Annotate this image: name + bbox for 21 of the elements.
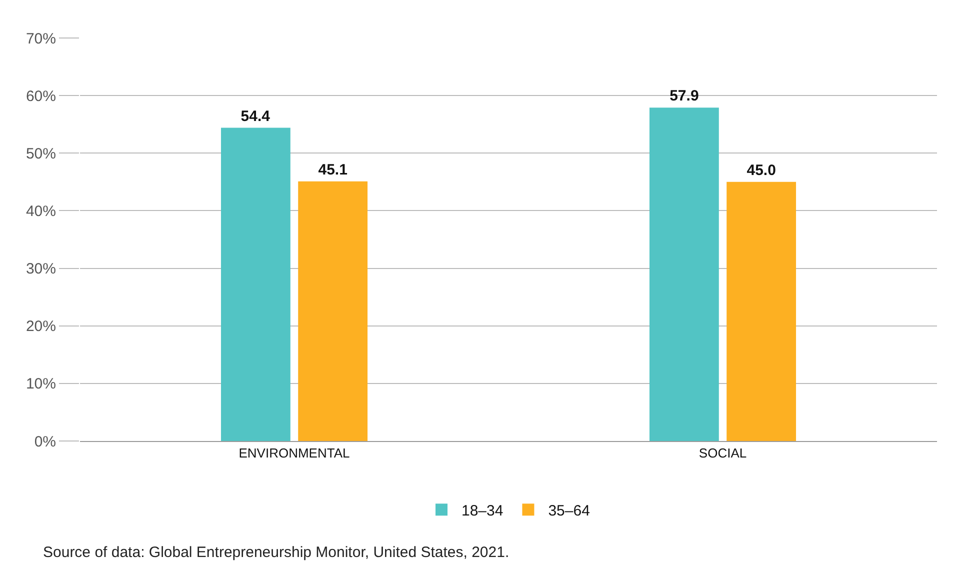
data-label: 45.0 bbox=[746, 162, 776, 179]
y-tick-label: 30% bbox=[26, 260, 56, 278]
y-tick-label: 20% bbox=[26, 318, 56, 336]
x-tick-label: SOCIAL bbox=[698, 446, 747, 461]
data-label: 57.9 bbox=[670, 88, 699, 105]
y-tick-label: 0% bbox=[34, 433, 56, 450]
y-tick-label: 40% bbox=[26, 202, 56, 220]
legend-label: 18–34 bbox=[462, 502, 504, 520]
y-tick-label: 50% bbox=[26, 145, 56, 162]
x-tick-label: ENVIRONMENTAL bbox=[238, 446, 350, 461]
bar bbox=[726, 182, 796, 441]
bar bbox=[298, 181, 368, 441]
data-label: 54.4 bbox=[240, 108, 271, 125]
y-tick-label: 70% bbox=[26, 30, 56, 48]
y-tick-label: 10% bbox=[26, 376, 56, 393]
bar bbox=[220, 128, 290, 441]
data-label: 45.1 bbox=[318, 161, 348, 178]
legend-label: 35–64 bbox=[548, 502, 590, 520]
y-tick-label: 60% bbox=[26, 88, 56, 105]
bar bbox=[649, 108, 719, 441]
source-note: Source of data: Global Entrepreneurship Monitor, United States, 2021. bbox=[43, 544, 510, 561]
